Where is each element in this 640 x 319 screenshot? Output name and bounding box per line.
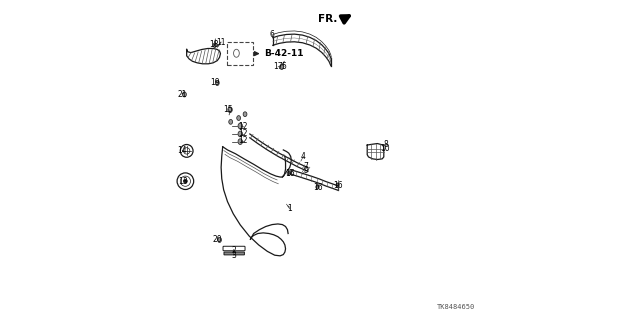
Text: 15: 15 [223,105,233,114]
Ellipse shape [182,92,186,97]
Text: 20: 20 [212,235,222,244]
Ellipse shape [238,123,243,129]
Text: 8: 8 [383,140,388,149]
Text: 4: 4 [301,152,306,161]
Text: B-42-11: B-42-11 [264,49,303,58]
Text: TK8484650: TK8484650 [436,304,475,310]
FancyBboxPatch shape [224,252,244,255]
Text: 11: 11 [216,38,225,47]
Ellipse shape [280,64,284,70]
Text: 6: 6 [269,30,274,39]
Ellipse shape [228,107,232,113]
Text: 16: 16 [314,183,323,192]
Ellipse shape [218,237,221,242]
Text: FR.: FR. [318,14,337,24]
Text: 21: 21 [177,90,187,99]
Ellipse shape [237,116,241,121]
Circle shape [184,179,188,183]
Text: 12: 12 [239,122,248,130]
Ellipse shape [238,131,243,137]
Text: 2: 2 [232,246,236,255]
Ellipse shape [316,185,319,189]
Text: 17: 17 [273,63,283,71]
Text: 16: 16 [285,169,294,178]
Text: 1: 1 [287,204,292,213]
Text: 5: 5 [282,62,287,71]
Ellipse shape [228,119,232,124]
Text: 13: 13 [179,177,188,186]
Text: 10: 10 [381,144,390,153]
Text: 16: 16 [333,181,343,190]
Text: 12: 12 [239,137,248,145]
Ellipse shape [287,171,291,175]
Text: 7: 7 [303,162,308,171]
Ellipse shape [243,112,247,117]
Text: 3: 3 [232,251,236,260]
Ellipse shape [238,139,243,145]
Text: 12: 12 [239,130,248,138]
Text: 14: 14 [177,146,187,155]
Ellipse shape [216,80,219,85]
Text: 19: 19 [211,78,220,87]
Text: 18: 18 [209,40,219,48]
Ellipse shape [213,43,216,48]
Ellipse shape [336,183,339,187]
Text: 9: 9 [303,166,308,175]
